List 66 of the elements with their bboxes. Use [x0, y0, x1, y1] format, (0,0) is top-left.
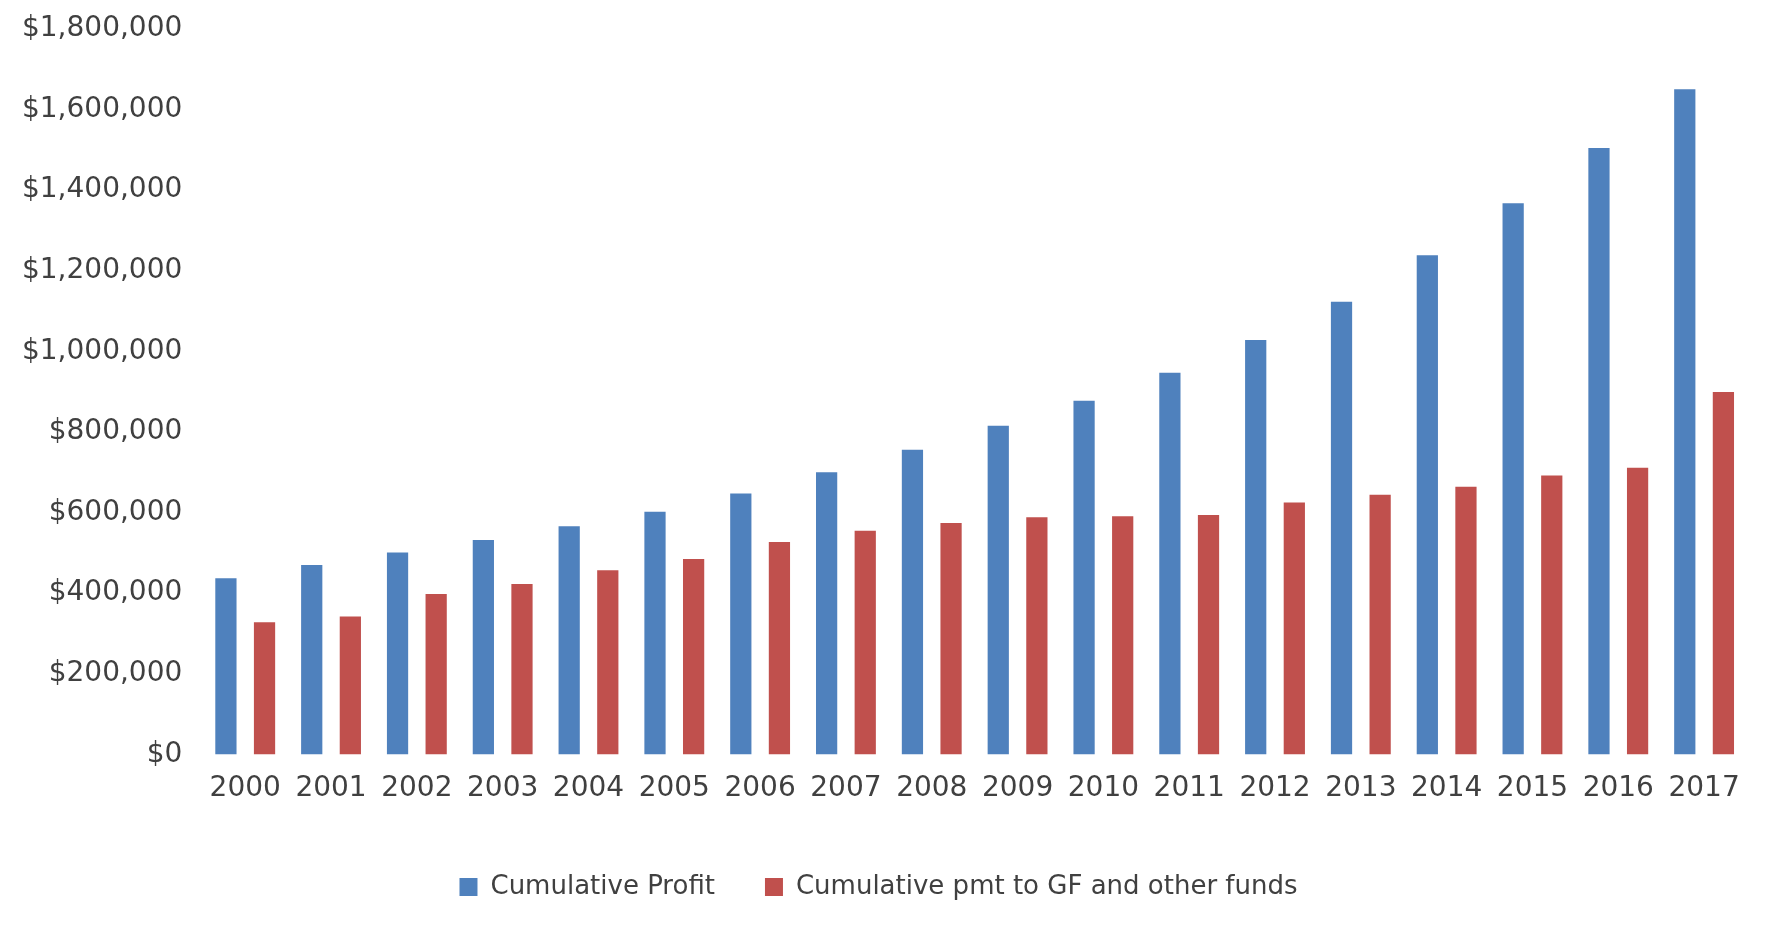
bar — [1245, 340, 1267, 755]
bar — [730, 493, 752, 755]
bar — [940, 523, 962, 755]
y-tick-label: $1,200,000 — [21, 251, 183, 285]
legend-label: Cumulative pmt to GF and other funds — [795, 869, 1298, 900]
bar — [1369, 494, 1391, 755]
bar — [339, 616, 361, 755]
bar — [768, 541, 791, 755]
x-tick-label: 2006 — [724, 770, 796, 804]
bar — [987, 425, 1009, 755]
bar — [901, 449, 924, 755]
x-tick-label: 2013 — [1325, 770, 1397, 804]
x-tick-label: 2005 — [638, 770, 710, 804]
x-tick-label: 2010 — [1067, 770, 1140, 804]
x-tick-label: 2007 — [810, 770, 882, 804]
x-tick-label: 2000 — [209, 770, 281, 804]
x-tick-label: 2004 — [552, 770, 625, 804]
x-tick-label: 2002 — [381, 770, 453, 804]
bar — [816, 472, 838, 755]
x-tick-label: 2015 — [1496, 770, 1569, 804]
y-tick-label: $1,400,000 — [21, 171, 183, 205]
bar — [558, 526, 580, 755]
bar — [682, 558, 705, 755]
bar — [1502, 203, 1524, 755]
y-tick-label: $1,600,000 — [21, 90, 183, 124]
bar — [301, 564, 323, 755]
bar — [472, 539, 494, 755]
legend-label: Cumulative Profit — [490, 869, 715, 900]
x-tick-label: 2009 — [981, 770, 1054, 804]
x-tick-label: 2016 — [1582, 770, 1654, 804]
bar — [1416, 255, 1438, 755]
x-tick-label: 2012 — [1239, 770, 1311, 804]
bar — [854, 530, 876, 755]
y-tick-label: $1,800,000 — [21, 10, 183, 44]
x-tick-label: 2011 — [1153, 770, 1225, 804]
bar — [644, 511, 666, 755]
bar — [215, 578, 237, 755]
x-tick-label: 2001 — [295, 770, 367, 804]
bar — [1455, 486, 1477, 755]
bar — [1626, 467, 1649, 755]
x-tick-label: 2008 — [896, 770, 968, 804]
y-tick-label: $1,000,000 — [21, 332, 183, 366]
x-tick-label: 2017 — [1668, 770, 1740, 804]
y-tick-label: $800,000 — [48, 413, 183, 447]
y-tick-label: $600,000 — [48, 493, 183, 527]
bar — [1674, 89, 1696, 755]
bar — [1159, 372, 1181, 755]
y-tick-label: $200,000 — [48, 655, 183, 689]
bar — [1283, 502, 1305, 755]
bar — [1330, 301, 1353, 755]
bar — [1588, 148, 1610, 755]
x-tick-label: 2014 — [1411, 770, 1483, 804]
bar — [386, 552, 409, 755]
bar — [425, 593, 447, 755]
bar — [1197, 514, 1220, 755]
bar — [1026, 517, 1048, 755]
bar — [1712, 392, 1735, 755]
bar — [253, 622, 276, 755]
y-tick-label: $400,000 — [48, 574, 183, 608]
y-tick-label: $0 — [146, 735, 183, 769]
bar — [1073, 400, 1095, 755]
bar — [1541, 475, 1563, 755]
bar — [511, 583, 533, 755]
bar — [1112, 516, 1134, 755]
bar — [597, 570, 619, 755]
x-tick-label: 2003 — [467, 770, 539, 804]
